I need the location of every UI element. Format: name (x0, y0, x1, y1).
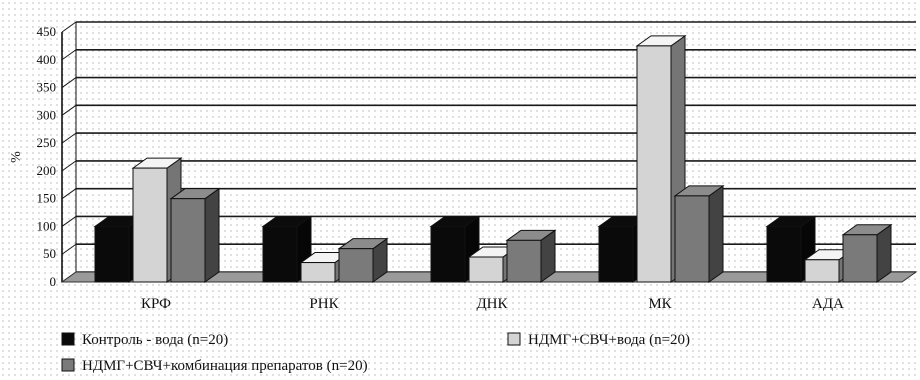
bar (94, 225, 130, 283)
gridline-side (61, 216, 77, 227)
gridline-side (61, 21, 77, 33)
legend-swatch (61, 332, 75, 346)
y-tick-label: 150 (37, 191, 57, 206)
legend-swatch (61, 358, 75, 372)
gridline-side (61, 77, 77, 88)
x-tick-label: ДНК (476, 296, 508, 312)
y-tick-label: 400 (37, 52, 57, 67)
y-axis-label: % (9, 151, 24, 163)
legend-label: НДМГ+СВЧ+комбинация препаратов (n=20) (82, 358, 368, 374)
y-tick-label: 0 (50, 274, 57, 289)
y-tick-label: 250 (37, 135, 57, 150)
bar (766, 225, 802, 283)
y-tick-label: 300 (37, 107, 57, 122)
y-tick-label: 200 (37, 163, 57, 178)
bar (338, 248, 374, 283)
bar (506, 239, 542, 283)
legend-label: НДМГ+СВЧ+вода (n=20) (528, 332, 690, 348)
bar (804, 259, 840, 283)
x-tick-label: АДА (812, 296, 844, 312)
bar-side (204, 187, 220, 283)
bar (842, 234, 878, 283)
x-tick-label: КРФ (141, 296, 171, 312)
y-tick-label: 50 (43, 246, 56, 261)
legend-swatch (507, 332, 521, 346)
y-tick-label: 100 (37, 218, 57, 233)
gridline-side (61, 132, 77, 144)
y-tick-label: 350 (37, 80, 57, 95)
bar (170, 198, 206, 283)
bar (262, 225, 298, 283)
bar (598, 225, 634, 283)
gridline-side (61, 49, 77, 61)
bar-side (708, 184, 724, 283)
bar (674, 195, 710, 283)
bar (430, 225, 466, 283)
bar (468, 256, 504, 283)
bar (132, 167, 168, 283)
bar (300, 262, 336, 283)
legend-label: Контроль - вода (n=20) (82, 332, 228, 348)
x-tick-label: МК (648, 296, 672, 312)
gridline-side (61, 104, 77, 116)
x-tick-label: РНК (309, 296, 339, 312)
gridline-side (61, 160, 77, 172)
gridline-side (61, 188, 77, 200)
bar (636, 45, 672, 283)
gridline-side (61, 243, 77, 255)
y-tick-label: 450 (37, 24, 57, 39)
